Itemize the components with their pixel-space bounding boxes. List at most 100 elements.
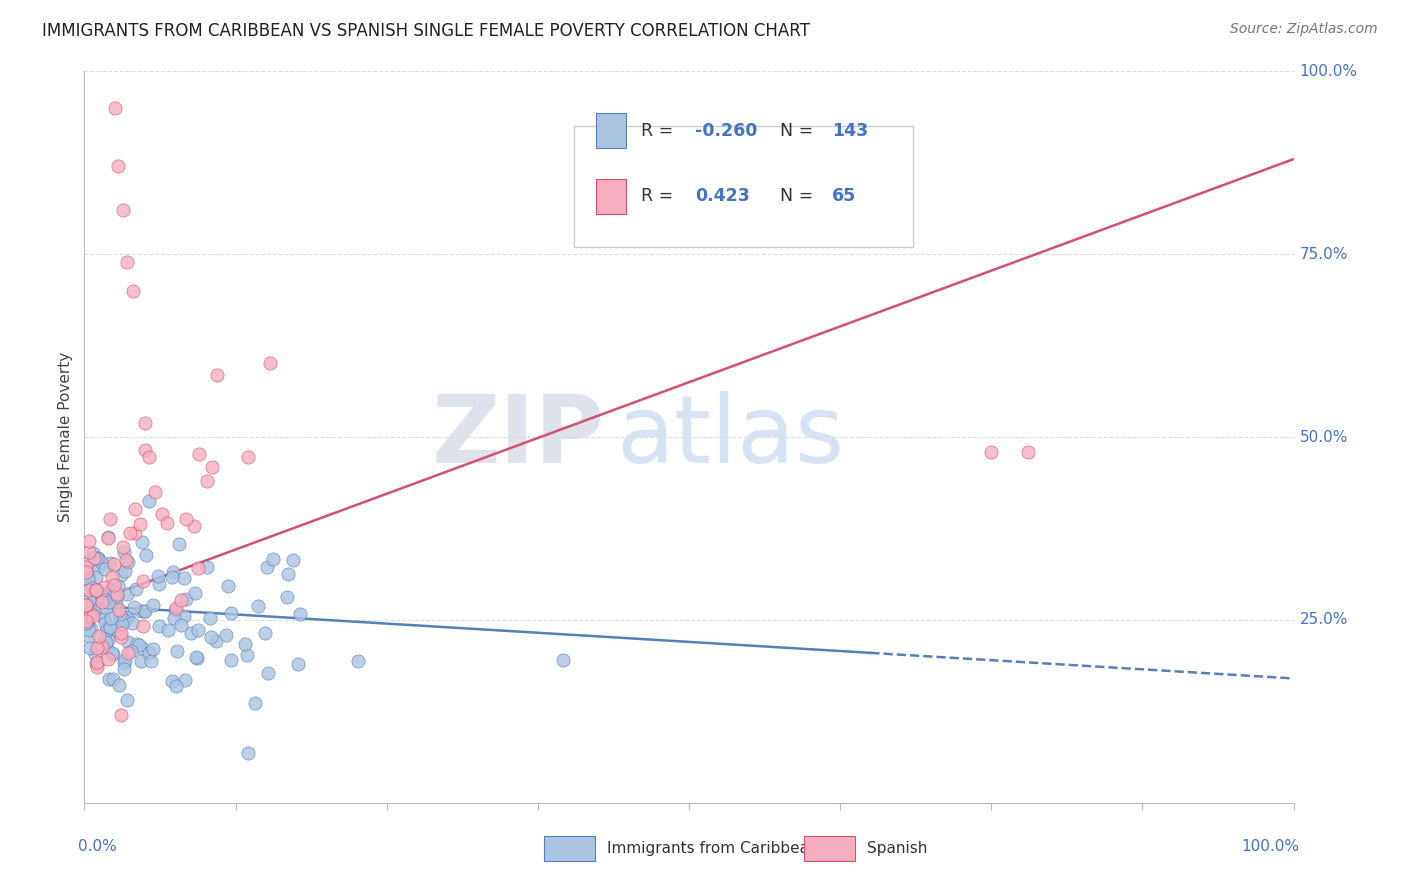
Point xyxy=(219,653,242,667)
Point xyxy=(111,617,134,632)
Point xyxy=(97,652,120,666)
Bar xyxy=(596,113,626,148)
Point xyxy=(100,610,122,624)
Point xyxy=(131,535,153,549)
Point xyxy=(980,444,1002,458)
Point xyxy=(75,598,97,612)
Point xyxy=(347,654,370,668)
Point xyxy=(80,607,103,621)
Text: 0.0%: 0.0% xyxy=(79,839,117,855)
Point xyxy=(79,586,101,600)
Point xyxy=(256,560,278,574)
Point xyxy=(80,581,103,595)
Point xyxy=(187,561,209,575)
Point xyxy=(150,507,173,521)
Point xyxy=(107,579,129,593)
Point xyxy=(129,516,152,531)
Point xyxy=(94,640,117,654)
Point xyxy=(131,640,153,655)
Point xyxy=(160,570,183,584)
Point xyxy=(77,593,100,607)
Point xyxy=(170,617,193,632)
Point xyxy=(236,648,259,662)
Point xyxy=(121,615,143,630)
Point xyxy=(86,583,108,598)
Point xyxy=(90,555,112,569)
Point xyxy=(262,552,284,566)
Text: N =: N = xyxy=(780,187,813,205)
Point xyxy=(165,680,187,694)
Point xyxy=(97,621,120,635)
Point xyxy=(148,569,170,583)
Point xyxy=(84,570,107,584)
Point xyxy=(84,647,107,661)
Point xyxy=(134,442,156,457)
Point xyxy=(134,416,156,430)
Point xyxy=(1017,444,1039,458)
Point xyxy=(94,624,117,639)
Text: 75.0%: 75.0% xyxy=(1299,247,1348,261)
Point xyxy=(108,678,131,692)
Point xyxy=(77,534,100,549)
Text: -0.260: -0.260 xyxy=(695,121,758,140)
Point xyxy=(142,598,165,612)
Point xyxy=(98,620,121,634)
Point xyxy=(87,629,110,643)
Point xyxy=(198,611,221,625)
Text: ZIP: ZIP xyxy=(432,391,605,483)
Point xyxy=(124,582,146,597)
Text: 50.0%: 50.0% xyxy=(1299,430,1348,444)
Point xyxy=(166,644,188,658)
Point xyxy=(110,607,132,621)
Point xyxy=(75,602,97,616)
Point xyxy=(290,607,312,622)
Point xyxy=(83,550,105,565)
Text: 100.0%: 100.0% xyxy=(1299,64,1358,78)
Point xyxy=(111,540,134,554)
Point xyxy=(93,580,115,594)
Point xyxy=(91,595,114,609)
Point xyxy=(84,582,107,597)
Point xyxy=(287,657,309,671)
Point xyxy=(98,595,121,609)
Point xyxy=(205,634,228,648)
Point xyxy=(215,628,238,642)
Point xyxy=(86,655,108,669)
Point xyxy=(75,559,97,574)
Point xyxy=(117,555,139,569)
Point xyxy=(75,566,97,581)
Point xyxy=(75,565,97,579)
Text: R =: R = xyxy=(641,121,673,140)
Point xyxy=(187,623,209,637)
Point xyxy=(77,629,100,643)
Point xyxy=(112,203,135,218)
Point xyxy=(98,672,121,686)
Point xyxy=(277,567,299,582)
Point xyxy=(77,554,100,568)
Point xyxy=(183,519,205,533)
Point xyxy=(200,630,222,644)
Point xyxy=(101,583,124,598)
Point xyxy=(257,665,280,680)
Point xyxy=(162,565,184,579)
Point xyxy=(94,562,117,576)
Point xyxy=(86,640,108,655)
Point xyxy=(107,160,129,174)
Point xyxy=(105,623,128,637)
Point xyxy=(115,693,138,707)
Point xyxy=(104,101,127,115)
Point xyxy=(205,368,228,382)
Point xyxy=(135,548,157,562)
Point xyxy=(259,356,281,370)
Point xyxy=(77,582,100,597)
Point xyxy=(103,585,125,599)
Text: Immigrants from Caribbean: Immigrants from Caribbean xyxy=(607,841,818,856)
Point xyxy=(219,607,242,621)
Point xyxy=(233,637,256,651)
Point xyxy=(195,559,218,574)
Point xyxy=(91,640,114,655)
Point xyxy=(110,630,132,644)
Point xyxy=(132,619,155,633)
Text: IMMIGRANTS FROM CARIBBEAN VS SPANISH SINGLE FEMALE POVERTY CORRELATION CHART: IMMIGRANTS FROM CARIBBEAN VS SPANISH SIN… xyxy=(42,22,810,40)
Point xyxy=(247,599,270,613)
